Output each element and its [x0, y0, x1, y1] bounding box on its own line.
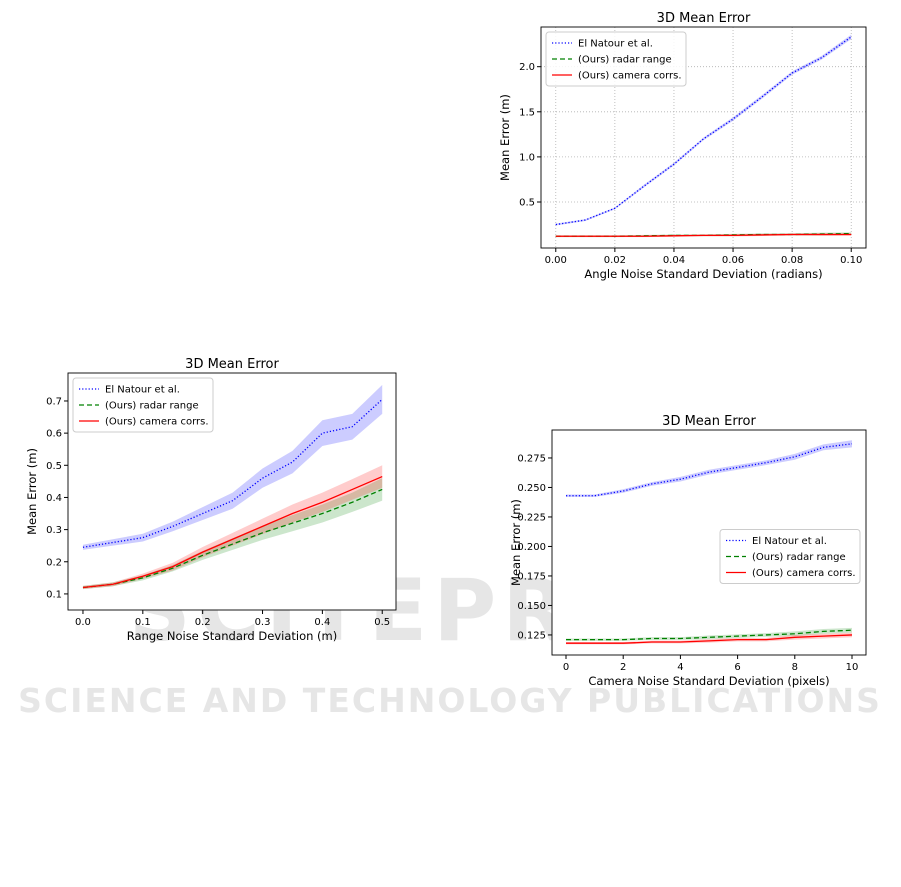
x-axis-label: Range Noise Standard Deviation (m)	[127, 629, 337, 643]
y-tick-label: 0.6	[46, 429, 62, 440]
y-tick-label: 1.0	[519, 152, 535, 163]
legend-label: (Ours) camera corrs.	[578, 71, 682, 82]
y-tick-label: 0.4	[46, 493, 62, 504]
y-tick-label: 0.2	[46, 557, 62, 568]
y-tick-label: 0.7	[46, 396, 62, 407]
legend-label: (Ours) camera corrs.	[105, 417, 209, 428]
x-tick-label: 0.00	[545, 255, 567, 266]
axes-frame	[551, 429, 867, 656]
legend-label: (Ours) radar range	[752, 552, 846, 563]
legend-box	[72, 377, 214, 433]
chart-title: 3D Mean Error	[662, 414, 756, 429]
y-tick-label: 0.5	[519, 197, 535, 208]
y-tick-label: 0.275	[517, 453, 546, 464]
error-band	[566, 440, 852, 497]
y-tick-label: 0.5	[46, 461, 62, 472]
y-tick-label: 0.150	[517, 601, 546, 612]
y-axis-label: Mean Error (m)	[509, 499, 523, 586]
y-tick-label: 0.175	[517, 571, 546, 582]
y-tick-label: 0.250	[517, 483, 546, 494]
x-tick-label: 0.3	[255, 617, 271, 628]
y-tick-label: 0.225	[517, 512, 546, 523]
chart-title: 3D Mean Error	[185, 357, 279, 372]
legend-label: (Ours) radar range	[578, 55, 672, 66]
x-tick-label: 0.10	[840, 255, 862, 266]
y-tick-label: 0.200	[517, 542, 546, 553]
series-line	[82, 398, 383, 548]
series-line	[82, 488, 383, 589]
x-tick-label: 0.2	[195, 617, 211, 628]
y-tick-label: 0.3	[46, 525, 62, 536]
axes-frame	[540, 26, 867, 249]
legend-label: (Ours) camera corrs.	[752, 568, 856, 579]
x-tick-label: 0.06	[722, 255, 744, 266]
x-tick-label: 4	[677, 662, 683, 673]
legend-label: El Natour et al.	[578, 39, 653, 50]
y-tick-label: 1.5	[519, 107, 535, 118]
x-tick-label: 0.08	[781, 255, 803, 266]
x-tick-label: 0.5	[374, 617, 390, 628]
error-band	[566, 632, 852, 645]
axes-frame	[67, 372, 397, 611]
series-line	[82, 475, 383, 589]
x-tick-label: 6	[734, 662, 740, 673]
legend-box	[545, 31, 687, 87]
y-tick-label: 2.0	[519, 62, 535, 73]
x-tick-label: 0	[563, 662, 569, 673]
y-axis-label: Mean Error (m)	[498, 94, 512, 181]
x-axis-label: Camera Noise Standard Deviation (pixels)	[588, 674, 829, 688]
x-axis-label: Angle Noise Standard Deviation (radians)	[584, 267, 822, 281]
watermark: SCIENCE AND TECHNOLOGY PUBLICATIONS	[18, 681, 882, 720]
legend-label: El Natour et al.	[105, 385, 180, 396]
chart-title: 3D Mean Error	[657, 11, 751, 26]
series-line	[555, 233, 852, 237]
series-line	[566, 634, 853, 644]
x-tick-label: 2	[620, 662, 626, 673]
x-tick-label: 0.4	[314, 617, 330, 628]
legend-label: (Ours) radar range	[105, 401, 199, 412]
x-tick-label: 8	[792, 662, 798, 673]
y-tick-label: 0.125	[517, 630, 546, 641]
legend-label: El Natour et al.	[752, 536, 827, 547]
x-tick-label: 0.1	[135, 617, 151, 628]
y-tick-label: 0.1	[46, 589, 62, 600]
x-tick-label: 0.02	[604, 255, 626, 266]
x-tick-label: 10	[846, 662, 859, 673]
y-axis-label: Mean Error (m)	[25, 448, 39, 535]
x-tick-label: 0.04	[663, 255, 685, 266]
legend-box	[719, 529, 861, 584]
x-tick-label: 0.0	[75, 617, 91, 628]
